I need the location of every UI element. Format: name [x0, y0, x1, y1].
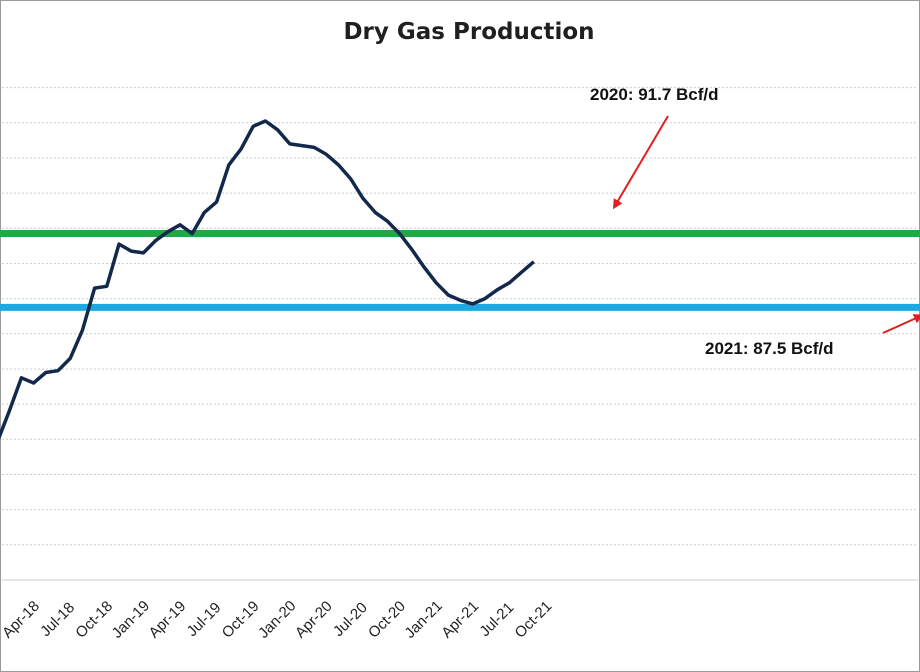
x-tick-label: Apr-21 [438, 598, 482, 642]
x-tick-label: Jan-19 [109, 597, 153, 641]
arrow-2020 [612, 115, 669, 210]
annotation-2021: 2021: 87.5 Bcf/d [705, 339, 834, 358]
x-tick-label: Jul-20 [330, 599, 371, 640]
gridlines [2, 87, 918, 581]
series-line [0, 119, 535, 440]
x-tick-label: Jul-19 [184, 599, 225, 640]
arrow-2021 [882, 314, 920, 334]
x-tick-label: Apr-18 [0, 598, 43, 642]
x-tick-label: Jan-21 [401, 597, 445, 641]
x-tick-label: Oct-21 [512, 598, 556, 642]
x-tick-label: Jul-21 [476, 599, 517, 640]
x-tick-label: Jan-20 [255, 597, 299, 641]
chart-title: Dry Gas Production [343, 19, 595, 45]
x-tick-label: Jul-18 [37, 599, 78, 640]
x-tick-label: Oct-19 [219, 598, 263, 642]
x-tick-label: Oct-20 [365, 598, 409, 642]
x-tick-label: Apr-20 [292, 598, 336, 642]
x-tick-label: Apr-19 [146, 598, 190, 642]
annotation-2020: 2020: 91.7 Bcf/d [590, 85, 719, 104]
series-layer [0, 119, 535, 440]
reference-lines [0, 230, 920, 311]
annotations: 2020: 91.7 Bcf/d 2021: 87.5 Bcf/d [590, 85, 920, 358]
x-axis-ticks: Apr-18Jul-18Oct-18Jan-19Apr-19Jul-19Oct-… [0, 597, 555, 641]
x-tick-label: Oct-18 [72, 598, 116, 642]
